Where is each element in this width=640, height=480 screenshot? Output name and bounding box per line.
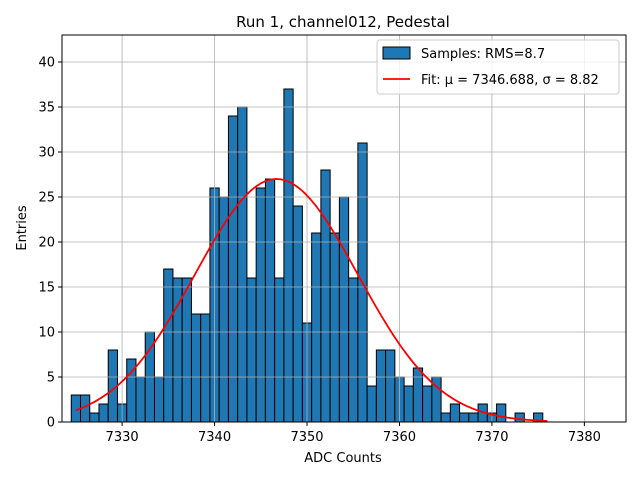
x-tick-label-7350: 7350	[290, 430, 323, 445]
y-tick-label-20: 20	[38, 236, 55, 251]
histogram-bar-7327	[89, 412, 100, 423]
histogram-bar-7355	[348, 277, 359, 423]
legend: Samples: RMS=8.7 Fit: μ = 7346.688, σ = …	[376, 39, 620, 95]
histogram-bar-7346	[264, 178, 276, 423]
histogram-bar-7362	[412, 367, 424, 423]
histogram-bar-7352	[320, 169, 331, 423]
histogram-bar-7342	[227, 115, 239, 423]
y-tick-label-35: 35	[38, 101, 55, 116]
histogram-bar-7368	[468, 412, 479, 423]
histogram-bar-7354	[338, 196, 350, 423]
histogram-bar-7338	[190, 313, 202, 423]
histogram-bar-7357	[366, 385, 377, 423]
histogram-bar-7347	[274, 277, 285, 423]
y-tick-label-15: 15	[38, 281, 55, 296]
y-tick-label-25: 25	[38, 191, 55, 206]
histogram-bar-7339	[200, 313, 211, 423]
y-tick-label-30: 30	[38, 146, 55, 161]
histogram-bar-7353	[329, 232, 340, 423]
legend-box	[376, 39, 620, 95]
histogram-bar-7366	[449, 403, 461, 423]
histogram-bar-7349	[292, 205, 303, 423]
histogram-bar-7344	[246, 277, 257, 423]
x-tick-label-7340: 7340	[198, 430, 231, 445]
histogram-bar-7332	[135, 376, 146, 423]
y-tick-label-10: 10	[38, 326, 55, 341]
axes-frame	[61, 34, 627, 423]
y-axis-title: Entries	[15, 205, 30, 251]
histogram-bar-7337	[181, 277, 192, 423]
y-tick-label-5: 5	[47, 371, 55, 386]
histogram-bar-7348	[283, 88, 294, 423]
histogram-bar-7361	[403, 385, 414, 423]
histogram-bar-7373	[514, 412, 525, 423]
gaussian-fit-curve	[75, 178, 548, 422]
legend-histogram-label: Samples: RMS=8.7	[421, 47, 545, 62]
legend-histogram-swatch	[382, 46, 411, 60]
histogram-bar-7343	[237, 106, 248, 423]
x-tick-label-7330: 7330	[106, 430, 139, 445]
histogram-bar-7367	[459, 412, 470, 423]
histogram-bar-7359	[385, 349, 396, 423]
histogram-bar-7351	[311, 232, 322, 423]
plot-area: 7330 7340 7350 7360 7370 7380 0 5 10 15 20 25 30 35 40	[38, 34, 627, 445]
histogram-bar-7328	[98, 403, 109, 423]
x-tick-label-7380: 7380	[568, 430, 601, 445]
histogram-bar-7371	[496, 403, 507, 423]
histogram-bar-7363	[422, 385, 433, 423]
x-tick-label-7360: 7360	[383, 430, 416, 445]
histogram-bar-7335	[163, 268, 174, 423]
legend-fit-label: Fit: μ = 7346.688, σ = 8.82	[421, 73, 599, 88]
chart-title: Run 1, channel012, Pedestal	[236, 13, 450, 31]
x-axis-title: ADC Counts	[304, 451, 382, 466]
y-tick-label-0: 0	[47, 416, 55, 431]
histogram-bar-7358	[375, 349, 387, 423]
y-tick-label-40: 40	[38, 56, 55, 71]
x-tick-label-7370: 7370	[475, 430, 508, 445]
histogram-bar-7345	[255, 187, 266, 423]
histogram-bar-7334	[153, 376, 165, 423]
histogram-bar-7365	[440, 412, 451, 423]
